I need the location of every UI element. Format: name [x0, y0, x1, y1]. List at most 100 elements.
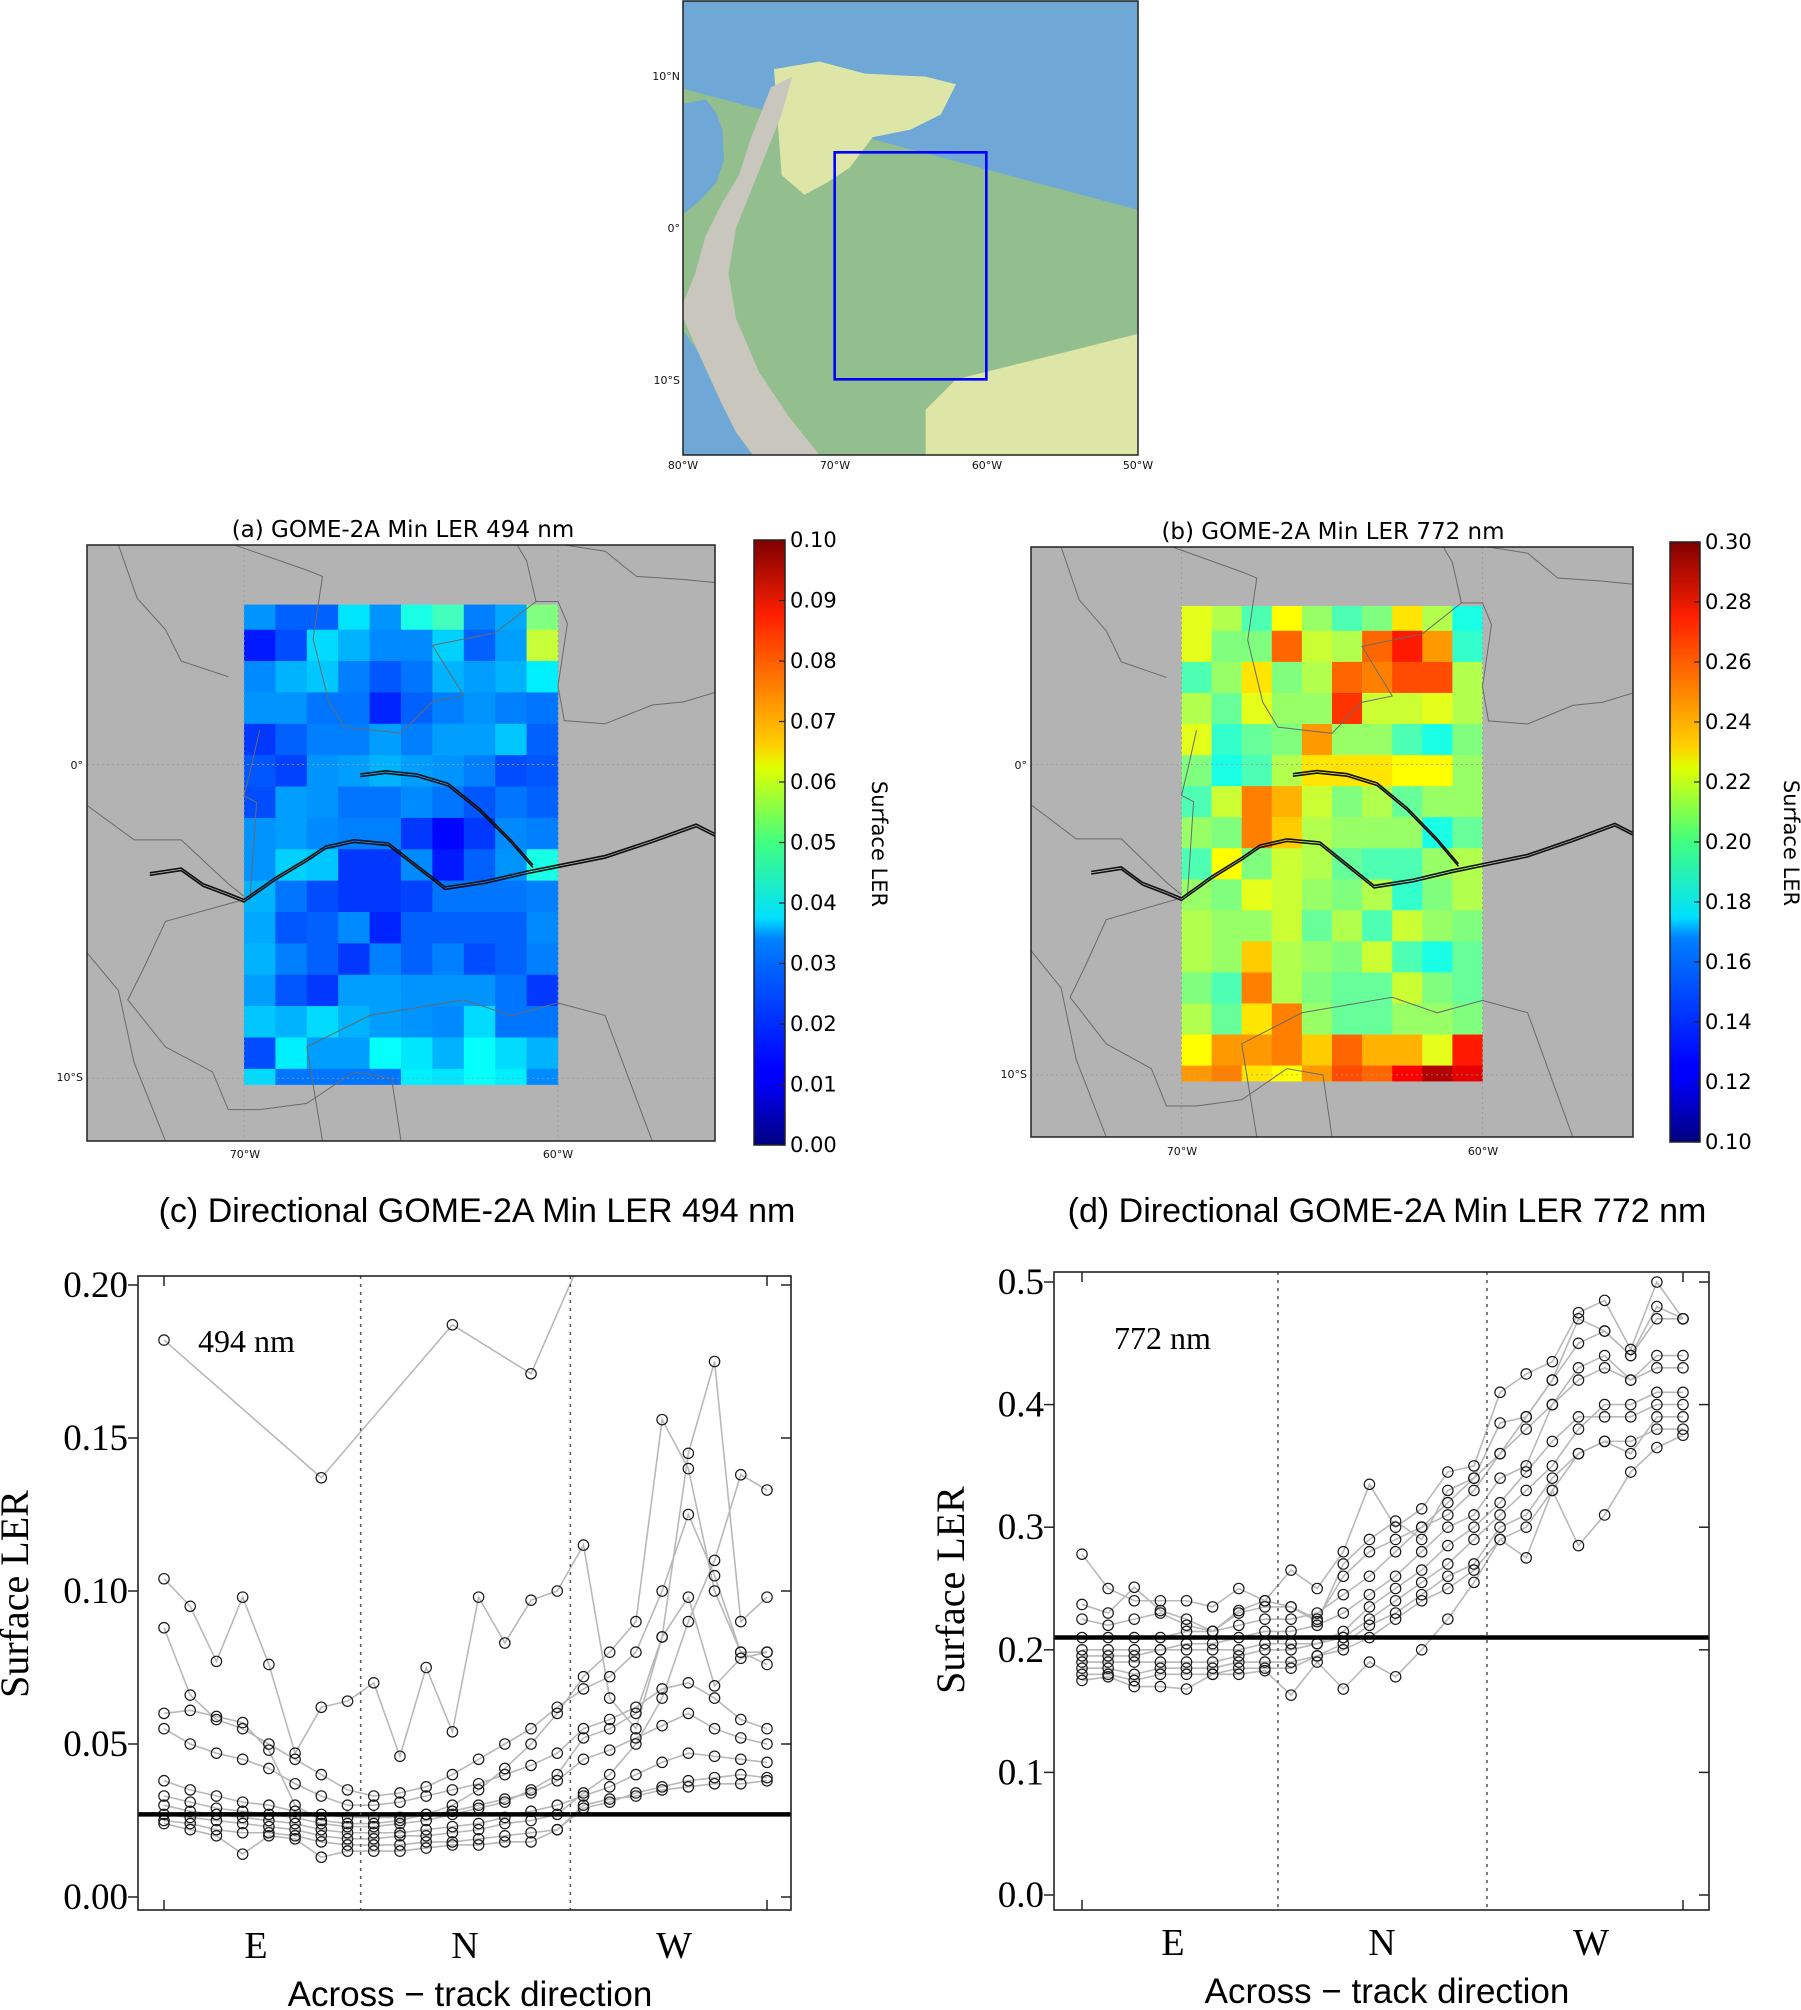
- data-point: [158, 1790, 170, 1802]
- data-point: [367, 1817, 380, 1830]
- data-point: [525, 1738, 537, 1750]
- data-point: [446, 1839, 459, 1851]
- data-point: [1337, 1545, 1350, 1558]
- data-point: [499, 1637, 511, 1649]
- heatmap-cell: [432, 723, 465, 756]
- heatmap-cell: [1332, 1065, 1363, 1082]
- heatmap-cell: [401, 943, 433, 976]
- heatmap-cell: [306, 604, 339, 631]
- overview-frame: [682, 0, 1139, 456]
- data-point: [1285, 1689, 1297, 1701]
- data-point: [1494, 1509, 1506, 1521]
- country-border: [1461, 603, 1633, 724]
- data-point: [1154, 1656, 1167, 1668]
- data-point: [1232, 1662, 1245, 1674]
- heatmap-cell: [1271, 724, 1303, 756]
- data-point: [1259, 1601, 1271, 1613]
- y-tick-label: 0.15: [63, 1418, 128, 1459]
- heatmap-cell: [495, 817, 527, 850]
- data-point: [341, 1817, 354, 1830]
- data-point: [577, 1787, 590, 1799]
- heatmap-cell: [432, 849, 465, 881]
- heatmap-cell: [244, 849, 276, 881]
- data-point: [1128, 1644, 1141, 1656]
- data-point: [1598, 1362, 1611, 1374]
- colorbar-tick-label: 0.16: [1705, 950, 1752, 974]
- heatmap-cell: [1362, 817, 1393, 849]
- data-point: [1389, 1582, 1402, 1595]
- heatmap-cell: [275, 692, 308, 725]
- data-point: [656, 1692, 668, 1704]
- data-point: [1128, 1581, 1141, 1594]
- data-point: [682, 1462, 695, 1475]
- heatmap-cell: [1332, 606, 1363, 632]
- heatmap-cell: [1301, 630, 1333, 663]
- data-point: [1076, 1598, 1088, 1611]
- heatmap-cell: [1181, 1003, 1212, 1035]
- data-point: [446, 1768, 459, 1781]
- data-point: [603, 1646, 616, 1658]
- data-point: [682, 1615, 695, 1628]
- heatmap-cell: [369, 786, 402, 819]
- heatmap-cell: [1452, 879, 1483, 911]
- heatmap-cell: [432, 1037, 465, 1070]
- heatmap-cell: [1211, 817, 1243, 849]
- heatmap-cell: [275, 817, 308, 850]
- heatmap-cell: [306, 974, 339, 1007]
- data-point: [367, 1820, 380, 1833]
- heatmap-cell: [463, 817, 496, 850]
- data-point: [446, 1784, 459, 1796]
- data-point: [1415, 1533, 1428, 1546]
- data-point: [1232, 1604, 1245, 1617]
- data-point: [341, 1839, 354, 1851]
- heatmap-cell: [369, 1037, 402, 1070]
- heatmap-cell: [401, 880, 433, 913]
- data-point: [341, 1826, 354, 1839]
- data-point: [341, 1799, 354, 1811]
- data-point: [367, 1839, 380, 1851]
- heatmap-cell: [495, 786, 527, 819]
- heatmap-cell: [1422, 1065, 1453, 1082]
- data-point: [1285, 1601, 1297, 1613]
- data-point: [1102, 1662, 1114, 1674]
- data-point: [1442, 1466, 1454, 1478]
- data-point: [1651, 1300, 1663, 1313]
- heatmap-cell: [338, 786, 370, 819]
- heatmap-cell: [526, 755, 559, 787]
- country-border: [1489, 547, 1633, 584]
- data-point: [525, 1594, 537, 1606]
- data-point: [682, 1447, 695, 1460]
- direction-label-n: N: [1368, 1922, 1395, 1964]
- heatmap-cell: [1211, 879, 1243, 911]
- heatmap-cell: [275, 912, 308, 944]
- data-point: [315, 1701, 328, 1714]
- country-border: [307, 1000, 652, 1141]
- heatmap-cell: [1422, 724, 1453, 756]
- data-point: [1677, 1423, 1689, 1435]
- data-point: [420, 1836, 432, 1848]
- heatmap-cell: [1362, 972, 1393, 1004]
- heatmap-cell: [526, 1006, 559, 1038]
- data-point: [1415, 1576, 1428, 1589]
- data-point: [1651, 1349, 1663, 1362]
- heatmap-cell: [1181, 661, 1212, 694]
- direction-label-w: W: [656, 1925, 692, 1967]
- data-point: [1363, 1545, 1376, 1558]
- data-point: [656, 1756, 668, 1769]
- heatmap-cell: [1422, 692, 1453, 725]
- data-point: [1259, 1613, 1271, 1625]
- data-point: [603, 1692, 616, 1704]
- data-point: [761, 1722, 773, 1735]
- data-point: [499, 1768, 511, 1781]
- heatmap-cell: [1271, 1034, 1303, 1066]
- heatmap-cell: [495, 1006, 527, 1038]
- heatmap-cell: [1452, 661, 1483, 694]
- data-point: [1624, 1343, 1637, 1356]
- heatmap-cell: [1392, 848, 1423, 880]
- data-point: [158, 1572, 170, 1585]
- data-point: [158, 1621, 170, 1634]
- data-point: [1468, 1521, 1480, 1533]
- data-point: [761, 1738, 773, 1750]
- data-point: [1546, 1435, 1559, 1448]
- wavelength-annotation: 494 nm: [198, 1323, 295, 1359]
